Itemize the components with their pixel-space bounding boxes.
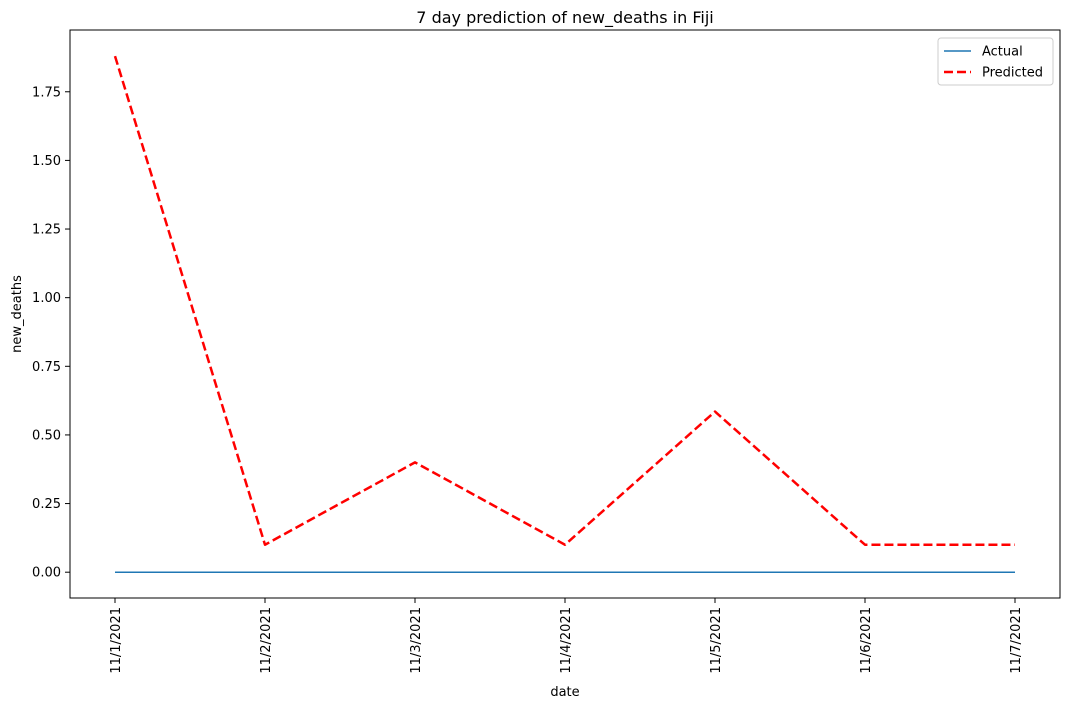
y-tick-label: 1.50	[32, 154, 61, 169]
x-tick-label: 11/1/2021	[109, 607, 124, 674]
y-tick-label: 0.25	[32, 497, 61, 512]
legend-label-actual: Actual	[982, 45, 1023, 60]
series-layer	[113, 55, 1015, 573]
y-tick-label: 0.75	[32, 360, 61, 375]
y-tick-label: 1.00	[32, 291, 61, 306]
x-tick-label: 11/7/2021	[1009, 607, 1024, 674]
x-tick-label: 11/5/2021	[709, 607, 724, 674]
x-axis-title: date	[550, 685, 579, 700]
chart-title: 7 day prediction of new_deaths in Fiji	[416, 8, 713, 28]
x-tick-label: 11/2/2021	[259, 607, 274, 674]
y-axis: 0.00 0.25 0.50 0.75 1.00 1.25 1.50 1.75	[32, 85, 70, 581]
legend-box	[937, 37, 1054, 86]
series-line-predicted	[113, 55, 1015, 546]
plot-area	[69, 29, 1061, 599]
y-axis-title: new_deaths	[10, 275, 25, 353]
y-tick-label: 1.25	[32, 223, 61, 238]
legend-label-predicted: Predicted	[982, 66, 1043, 81]
legend: Actual Predicted	[937, 37, 1054, 86]
y-tick-label: 0.00	[32, 566, 61, 581]
x-axis: 11/1/2021 11/2/2021 11/3/2021 11/4/2021 11/5…	[109, 598, 1024, 674]
x-tick-label: 11/4/2021	[559, 607, 574, 674]
x-tick-label: 11/6/2021	[859, 607, 874, 674]
x-tick-label: 11/3/2021	[409, 607, 424, 674]
y-tick-label: 1.75	[32, 85, 61, 100]
y-tick-label: 0.50	[32, 428, 61, 443]
